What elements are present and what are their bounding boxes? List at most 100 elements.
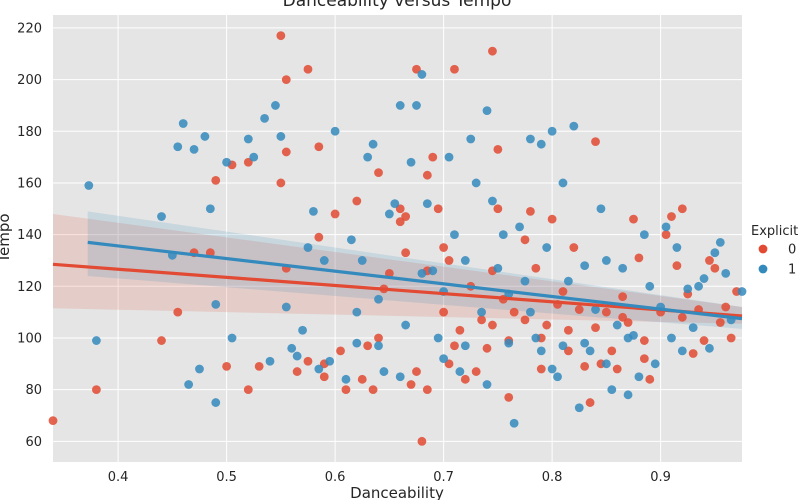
regression-line-series-1 [87, 240, 743, 321]
data-point-series-0 [563, 325, 573, 335]
data-point-series-0 [314, 232, 324, 242]
data-point-series-1 [417, 70, 427, 79]
data-point-series-1 [298, 325, 307, 335]
data-point-series-1 [482, 380, 492, 389]
data-point-series-1 [450, 230, 459, 240]
data-point-series-0 [439, 243, 449, 252]
data-point-series-1 [444, 152, 454, 162]
y-tick-label: 160 [17, 176, 42, 191]
data-point-series-0 [254, 361, 264, 371]
scatter-points [48, 31, 747, 446]
data-point-series-1 [721, 268, 731, 278]
data-point-series-0 [412, 367, 421, 376]
data-point-series-0 [661, 230, 671, 240]
data-point-series-1 [645, 281, 655, 291]
data-point-series-0 [352, 196, 362, 206]
data-point-series-1 [504, 338, 514, 348]
data-point-series-0 [319, 372, 329, 382]
data-point-series-0 [471, 367, 481, 376]
data-point-series-0 [585, 398, 595, 407]
data-point-series-0 [357, 374, 367, 384]
data-point-series-1 [705, 343, 714, 353]
data-point-series-0 [406, 380, 416, 389]
data-point-series-1 [601, 256, 611, 265]
data-point-series-0 [677, 312, 687, 322]
data-point-series-0 [330, 209, 340, 219]
y-tick-label: 60 [25, 435, 42, 450]
data-point-series-0 [374, 333, 383, 343]
x-tick-labels: 0.4 0.5 0.6 0.7 0.8 0.9 [108, 470, 671, 485]
data-point-series-0 [618, 292, 628, 302]
data-point-series-0 [92, 385, 101, 395]
data-point-series-1 [276, 132, 286, 141]
data-point-series-0 [726, 333, 736, 343]
data-point-series-1 [634, 372, 644, 382]
data-point-series-0 [520, 235, 530, 245]
data-point-series-0 [374, 168, 383, 178]
x-axis-title: Danceability [350, 484, 444, 500]
legend-label-1: 1 [788, 263, 796, 278]
data-point-series-0 [699, 336, 709, 345]
regression-lines [52, 240, 743, 321]
data-point-series-1 [330, 126, 340, 136]
data-point-series-1 [428, 266, 438, 276]
chart-title: Danceability versus Tempo [283, 0, 512, 11]
data-point-series-1 [488, 196, 497, 206]
data-point-series-0 [401, 212, 411, 221]
legend-marker-0 [758, 244, 768, 254]
data-point-series-1 [200, 132, 210, 141]
data-point-series-0 [504, 393, 514, 402]
data-point-series-1 [184, 380, 194, 389]
data-point-series-1 [607, 385, 617, 395]
data-point-series-1 [281, 302, 291, 312]
data-point-series-0 [314, 142, 324, 152]
data-point-series-1 [715, 237, 725, 247]
data-point-series-0 [455, 325, 465, 335]
data-point-series-1 [287, 343, 297, 353]
data-point-series-1 [249, 152, 259, 162]
data-point-series-0 [336, 346, 345, 356]
data-point-series-1 [189, 144, 199, 154]
data-point-series-1 [455, 367, 465, 376]
data-point-series-0 [173, 307, 183, 317]
data-point-series-1 [683, 284, 693, 294]
data-point-series-0 [645, 374, 655, 384]
data-point-series-1 [737, 287, 747, 296]
data-point-series-1 [536, 346, 546, 356]
x-tick-label: 0.5 [216, 470, 237, 485]
data-point-series-0 [422, 385, 432, 395]
data-point-series-1 [173, 142, 183, 152]
data-point-series-0 [493, 204, 503, 214]
data-point-series-0 [542, 320, 552, 330]
data-point-series-1 [520, 276, 530, 286]
data-point-series-0 [509, 307, 519, 317]
data-point-series-0 [222, 361, 232, 371]
y-axis-title: Tempo [0, 213, 13, 263]
y-tick-labels: 60 80 100 120 140 160 180 200 220 [17, 21, 42, 449]
data-point-series-1 [672, 243, 682, 252]
data-point-series-1 [531, 333, 541, 343]
data-point-series-1 [92, 336, 101, 345]
data-point-series-1 [477, 307, 486, 317]
data-point-series-0 [292, 367, 302, 376]
data-point-series-0 [276, 178, 286, 188]
data-point-series-0 [715, 318, 725, 327]
data-point-series-1 [460, 256, 470, 265]
regression-line-series-0 [52, 262, 743, 318]
x-tick-label: 0.9 [650, 470, 671, 485]
data-point-series-0 [536, 364, 546, 374]
confidence-band-series-0 [53, 213, 742, 324]
data-point-series-1 [623, 390, 633, 400]
data-point-series-0 [488, 46, 497, 56]
data-point-series-1 [374, 341, 383, 351]
data-point-series-1 [639, 230, 649, 240]
data-point-series-1 [558, 178, 568, 188]
x-tick-label: 0.4 [108, 470, 129, 485]
data-point-series-1 [222, 157, 232, 167]
data-point-series-1 [325, 356, 335, 366]
data-point-series-0 [157, 336, 166, 345]
y-tick-label: 220 [17, 21, 42, 36]
data-point-series-0 [488, 320, 497, 330]
data-point-series-0 [281, 75, 291, 84]
data-point-series-0 [710, 263, 720, 273]
